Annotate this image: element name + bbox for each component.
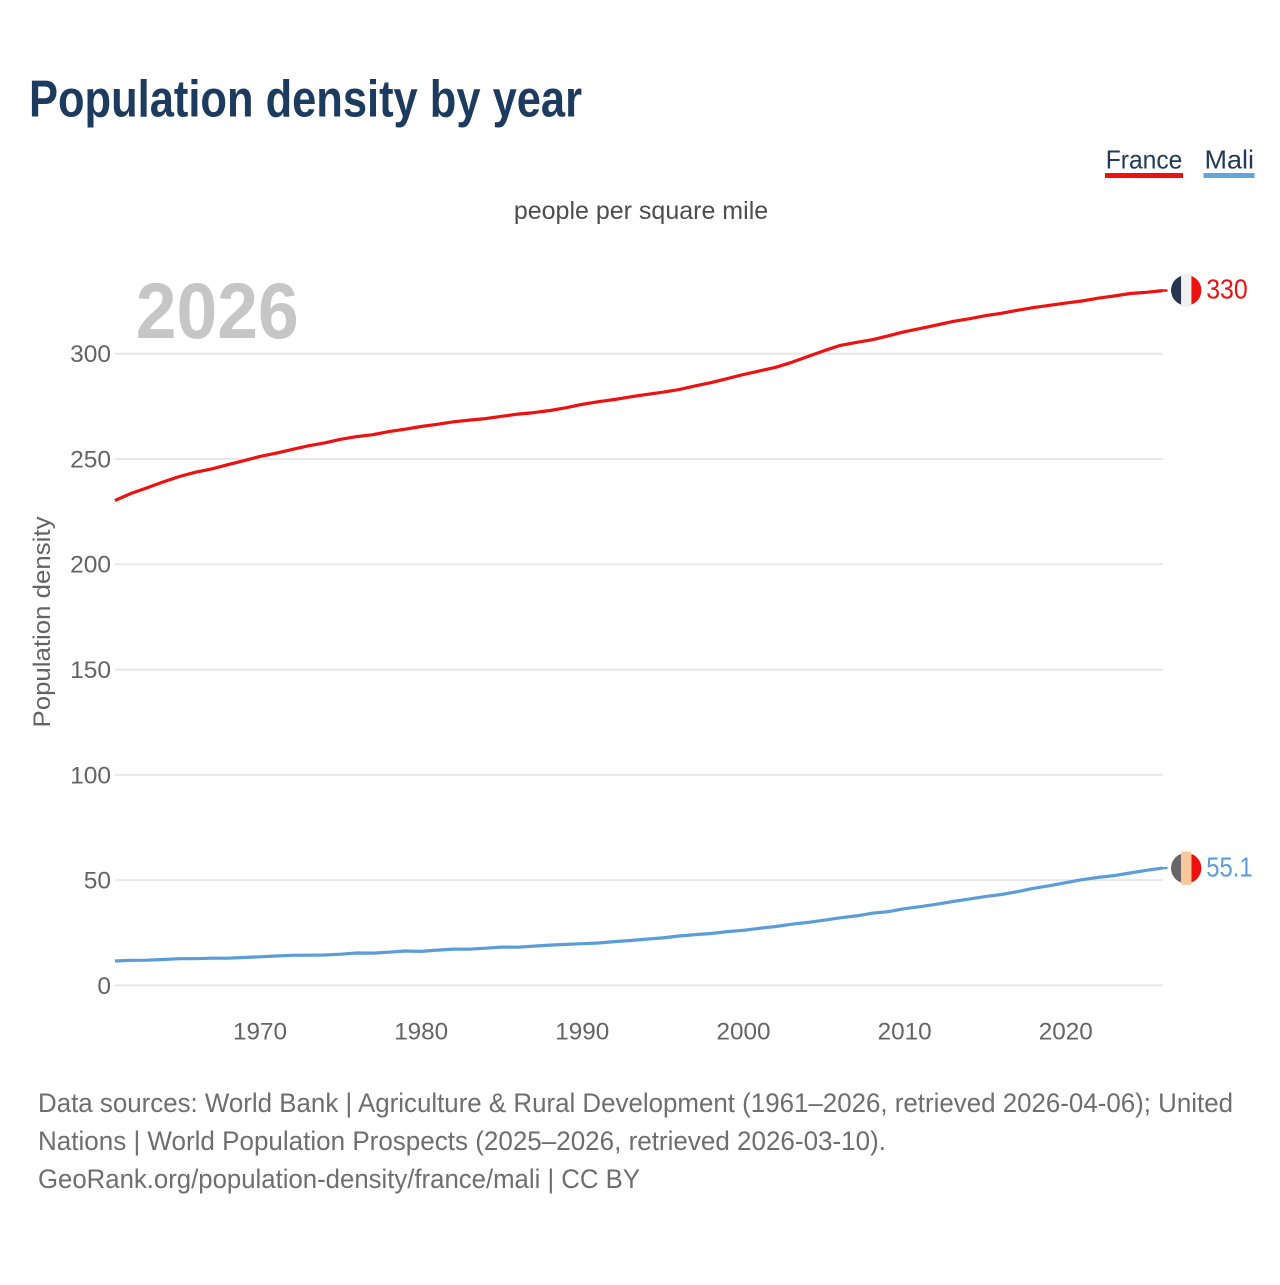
svg-text:1980: 1980 [394,1019,448,1046]
svg-text:300: 300 [70,341,111,368]
svg-text:100: 100 [70,762,111,789]
svg-text:Population density: Population density [29,516,56,728]
svg-text:2026: 2026 [136,266,299,355]
svg-text:1970: 1970 [233,1019,287,1046]
svg-text:2000: 2000 [717,1019,771,1046]
svg-text:Nations | World Population Pro: Nations | World Population Prospects (20… [38,1126,886,1156]
svg-text:GeoRank.org/population-density: GeoRank.org/population-density/france/ma… [38,1164,640,1194]
svg-text:330: 330 [1206,274,1248,305]
svg-text:Population density by year: Population density by year [29,70,582,128]
svg-text:2020: 2020 [1039,1019,1093,1046]
svg-text:50: 50 [84,868,111,895]
svg-text:1990: 1990 [555,1019,609,1046]
svg-text:people per square mile: people per square mile [514,197,768,225]
svg-text:0: 0 [97,973,111,1000]
svg-text:55.1: 55.1 [1206,851,1252,882]
svg-text:150: 150 [70,657,111,684]
svg-text:France: France [1106,144,1183,174]
svg-text:250: 250 [70,446,111,473]
svg-text:2010: 2010 [878,1019,932,1046]
svg-text:Mali: Mali [1205,144,1255,174]
svg-text:200: 200 [70,552,111,579]
svg-text:Data sources: World Bank | Agr: Data sources: World Bank | Agriculture &… [38,1088,1233,1118]
